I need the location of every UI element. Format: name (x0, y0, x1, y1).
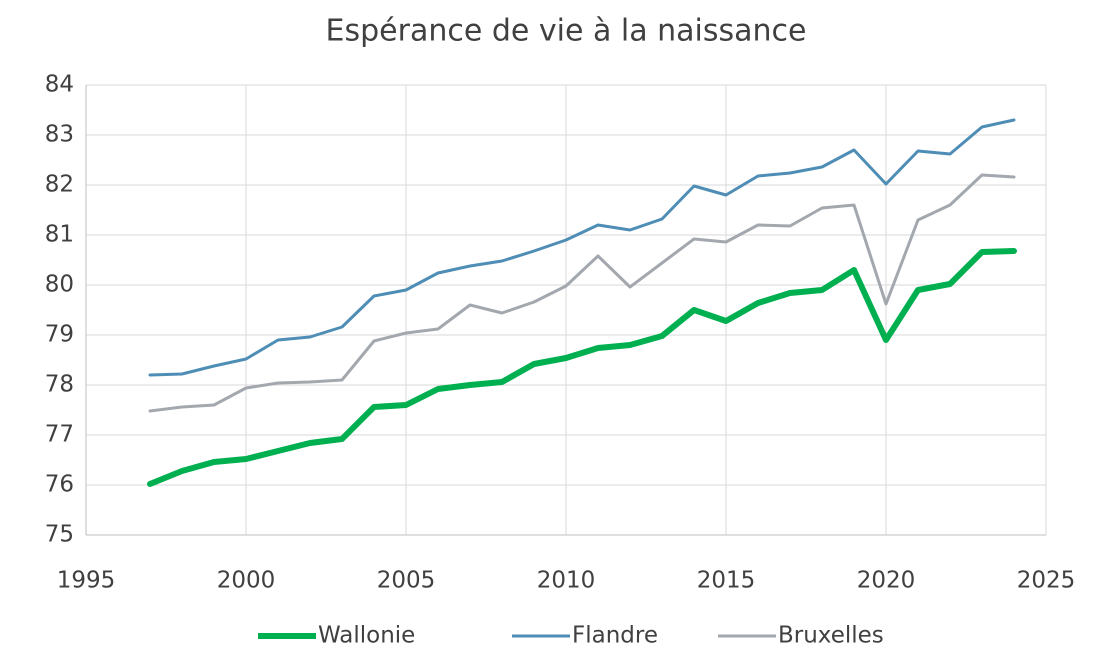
x-tick-label: 2020 (857, 568, 916, 594)
y-tick-label: 76 (45, 472, 74, 498)
legend-label: Wallonie (318, 623, 415, 649)
y-tick-label: 83 (45, 122, 74, 148)
y-tick-label: 77 (45, 422, 74, 448)
lines (147, 118, 1017, 487)
x-tick-label: 2015 (697, 568, 756, 594)
y-tick-label: 82 (45, 172, 74, 198)
y-tick-label: 84 (45, 72, 74, 98)
x-tick-label: 2010 (537, 568, 596, 594)
legend-label: Flandre (572, 623, 658, 649)
y-tick-label: 79 (45, 322, 74, 348)
chart-title: Espérance de vie à la naissance (326, 14, 807, 49)
x-tick-label: 2005 (377, 568, 436, 594)
x-tick-label: 2000 (217, 568, 276, 594)
series-line (148, 173, 1016, 413)
series-line (147, 248, 1017, 487)
legend-label: Bruxelles (778, 623, 884, 649)
y-tick-label: 75 (45, 522, 74, 548)
series-line (148, 118, 1016, 377)
x-tick-label: 2025 (1017, 568, 1076, 594)
y-tick-label: 78 (45, 372, 74, 398)
y-tick-label: 80 (45, 272, 74, 298)
x-tick-label: 1995 (57, 568, 116, 594)
legend: Wallonie Flandre Bruxelles (258, 623, 884, 649)
y-tick-label: 81 (45, 222, 74, 248)
